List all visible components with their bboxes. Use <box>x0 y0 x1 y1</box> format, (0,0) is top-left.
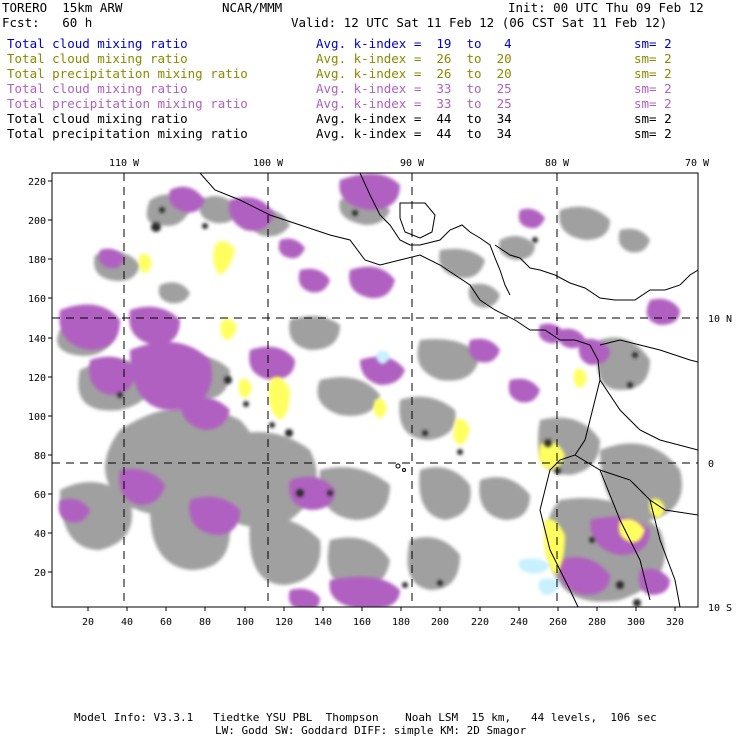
lon-label: 100 W <box>253 158 284 169</box>
legend-field: Total cloud mixing ratio <box>7 51 188 66</box>
legend-kindex: Avg. k-index = 44 to 34 <box>316 111 512 126</box>
convective-cores <box>117 207 641 607</box>
legend-field: Total precipitation mixing ratio <box>7 126 248 141</box>
y-tick: 40 <box>34 529 46 540</box>
map-frame <box>51 172 699 608</box>
legend-field: Total cloud mixing ratio <box>7 81 188 96</box>
model-info-line1: Model Info: V3.3.1 Tiedtke YSU PBL Thomp… <box>74 711 657 724</box>
x-tick: 240 <box>510 617 528 628</box>
y-tick: 60 <box>34 490 46 501</box>
legend-kindex: Avg. k-index = 33 to 25 <box>316 81 512 96</box>
legend-field: Total cloud mixing ratio <box>7 111 188 126</box>
lat-label: 10 S <box>708 603 732 614</box>
x-tick: 320 <box>666 617 684 628</box>
legend-kindex: Avg. k-index = 19 to 4 <box>316 36 512 51</box>
legend-sm: sm= 2 <box>634 51 672 66</box>
x-tick: 200 <box>431 617 449 628</box>
legend-sm: sm= 2 <box>634 126 672 141</box>
x-tick-labels: 20 40 60 80 100 120 140 160 180 200 220 … <box>82 617 684 628</box>
x-tick: 280 <box>588 617 606 628</box>
plot-area <box>52 173 698 607</box>
legend-sm: sm= 2 <box>634 81 672 96</box>
x-tick: 180 <box>392 617 410 628</box>
right-latitude-labels: 10 N 0 10 S <box>708 314 732 614</box>
org-label: NCAR/MMM <box>222 0 283 15</box>
x-tick: 20 <box>82 617 94 628</box>
forecast-hour: Fcst: 60 h <box>2 15 93 30</box>
y-tick: 200 <box>28 216 46 227</box>
legend-kindex: Avg. k-index = 26 to 20 <box>316 51 512 66</box>
lon-label: 80 W <box>545 158 570 169</box>
legend-field: Total precipitation mixing ratio <box>7 96 248 111</box>
x-tick: 140 <box>314 617 332 628</box>
y-tick: 180 <box>28 255 46 266</box>
axis-ticks <box>48 180 676 611</box>
legend-sm: sm= 2 <box>634 66 672 81</box>
lon-label: 110 W <box>109 158 140 169</box>
graticule <box>52 173 698 607</box>
x-tick: 100 <box>236 617 254 628</box>
init-time: Init: 00 UTC Thu 09 Feb 12 <box>508 0 704 15</box>
x-tick: 40 <box>121 617 133 628</box>
x-tick: 80 <box>199 617 211 628</box>
top-longitude-labels: 110 W 100 W 90 W 80 W 70 W <box>109 158 710 169</box>
model-info-line2: LW: Godd SW: Goddard DIFF: simple KM: 2D… <box>215 724 527 737</box>
x-tick: 160 <box>353 617 371 628</box>
legend-field: Total cloud mixing ratio <box>7 36 188 51</box>
x-tick: 260 <box>549 617 567 628</box>
y-tick: 160 <box>28 294 46 305</box>
lat-label: 10 N <box>708 314 732 325</box>
y-tick: 100 <box>28 412 46 423</box>
legend-sm: sm= 2 <box>634 36 672 51</box>
legend-kindex: Avg. k-index = 26 to 20 <box>316 66 512 81</box>
cloud-field-cyan <box>376 350 560 595</box>
y-tick: 220 <box>28 177 46 188</box>
lat-label: 0 <box>708 459 714 470</box>
y-tick-labels: 220 200 180 160 140 120 100 80 60 40 20 <box>28 177 46 579</box>
legend-kindex: Avg. k-index = 44 to 34 <box>316 126 512 141</box>
valid-time: Valid: 12 UTC Sat 11 Feb 12 (06 CST Sat … <box>291 15 668 30</box>
y-tick: 20 <box>34 568 46 579</box>
coastlines <box>199 173 698 607</box>
y-tick: 140 <box>28 334 46 345</box>
legend-sm: sm= 2 <box>634 111 672 126</box>
y-tick: 80 <box>34 451 46 462</box>
x-tick: 120 <box>275 617 293 628</box>
lon-label: 70 W <box>685 158 710 169</box>
x-tick: 300 <box>627 617 645 628</box>
y-tick: 120 <box>28 373 46 384</box>
lon-label: 90 W <box>400 158 425 169</box>
legend-sm: sm= 2 <box>634 96 672 111</box>
model-title: TORERO 15km ARW <box>2 0 123 15</box>
cloud-field-purple <box>58 173 680 607</box>
legend-kindex: Avg. k-index = 33 to 25 <box>316 96 512 111</box>
legend-field: Total precipitation mixing ratio <box>7 66 248 81</box>
x-tick: 60 <box>160 617 172 628</box>
x-tick: 220 <box>471 617 489 628</box>
